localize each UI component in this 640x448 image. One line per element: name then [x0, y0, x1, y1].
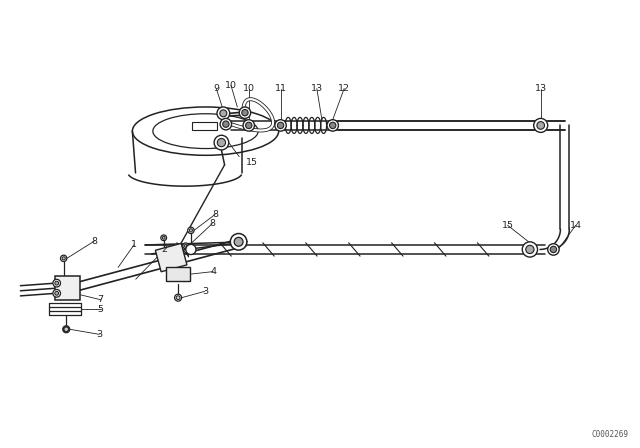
Circle shape [218, 138, 225, 147]
Circle shape [64, 327, 68, 332]
Circle shape [230, 233, 247, 250]
Bar [56, 276, 79, 300]
Text: 8: 8 [212, 210, 218, 219]
Circle shape [537, 121, 545, 129]
Circle shape [64, 327, 68, 332]
Circle shape [242, 109, 248, 116]
Text: 3: 3 [202, 287, 208, 296]
Text: 10: 10 [225, 81, 237, 90]
Text: 5: 5 [97, 305, 104, 314]
Circle shape [217, 107, 230, 120]
Circle shape [53, 289, 61, 297]
Circle shape [534, 118, 548, 133]
Text: 14: 14 [570, 221, 582, 230]
Circle shape [188, 227, 194, 233]
Circle shape [214, 135, 228, 150]
Circle shape [63, 326, 70, 333]
Circle shape [246, 122, 252, 129]
Circle shape [55, 281, 59, 285]
Text: 4: 4 [210, 267, 216, 276]
Circle shape [277, 122, 284, 129]
Circle shape [62, 257, 65, 260]
Circle shape [184, 245, 187, 247]
Text: 3: 3 [96, 330, 102, 339]
Text: C0002269: C0002269 [591, 430, 628, 439]
Circle shape [275, 120, 286, 131]
Circle shape [550, 246, 557, 253]
Text: 8: 8 [209, 219, 215, 228]
Circle shape [176, 296, 180, 300]
Circle shape [163, 237, 165, 239]
Text: 2: 2 [161, 245, 167, 254]
Text: 15: 15 [246, 159, 257, 168]
Circle shape [239, 107, 251, 118]
Circle shape [64, 327, 68, 332]
Circle shape [183, 243, 188, 249]
Circle shape [327, 120, 339, 131]
Circle shape [525, 246, 534, 254]
Text: 7: 7 [97, 295, 104, 304]
Circle shape [175, 294, 182, 301]
Circle shape [522, 242, 538, 257]
Circle shape [234, 237, 243, 246]
Circle shape [243, 120, 255, 131]
Circle shape [548, 244, 559, 255]
Circle shape [64, 327, 68, 332]
Circle shape [53, 280, 61, 287]
Text: 1: 1 [131, 240, 137, 250]
Text: 13: 13 [311, 84, 323, 93]
Text: 13: 13 [534, 84, 547, 93]
Text: 10: 10 [243, 84, 255, 93]
Circle shape [223, 121, 229, 127]
Bar [191, 122, 217, 130]
Bar [166, 267, 190, 281]
Circle shape [220, 110, 227, 117]
Text: 9: 9 [213, 84, 220, 93]
Text: 8: 8 [92, 237, 97, 246]
Circle shape [330, 122, 336, 129]
Circle shape [186, 244, 196, 254]
Circle shape [220, 118, 232, 130]
Text: 12: 12 [338, 84, 350, 93]
Circle shape [55, 291, 59, 295]
Circle shape [61, 255, 67, 262]
Circle shape [161, 235, 166, 241]
Circle shape [64, 327, 68, 332]
Text: 11: 11 [275, 84, 287, 93]
Circle shape [64, 327, 68, 332]
Bar [156, 243, 187, 272]
Circle shape [189, 229, 193, 232]
Text: 15: 15 [502, 221, 514, 230]
